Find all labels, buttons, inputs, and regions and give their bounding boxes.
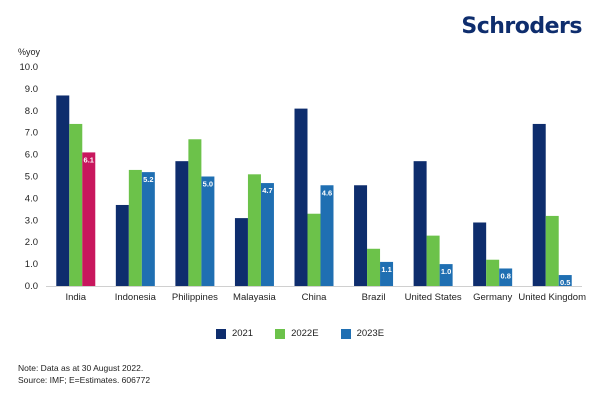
- x-category-label: China: [302, 292, 328, 303]
- bar-2023e: [558, 275, 572, 286]
- brand-logo: Schroders: [461, 14, 582, 39]
- bar-2023e: [260, 183, 274, 286]
- legend-swatch-2022e: [275, 328, 286, 339]
- data-label: 1.1: [381, 265, 391, 274]
- x-category-label: Malayasia: [233, 292, 276, 303]
- bar-2022e: [545, 215, 559, 286]
- bar-2021: [354, 185, 368, 286]
- data-label: 5.0: [203, 180, 213, 189]
- legend-swatch-2023e: [340, 328, 351, 339]
- bar-2021: [115, 204, 129, 286]
- source-line: Source: IMF; E=Estimates. 606772: [18, 375, 151, 385]
- bar-2021: [234, 218, 248, 286]
- data-label: 6.1: [84, 155, 94, 164]
- note-line: Note: Data as at 30 August 2022.: [18, 363, 144, 373]
- y-tick-label: 3.0: [25, 215, 38, 226]
- data-label: 4.6: [322, 188, 332, 197]
- y-tick-label: 2.0: [25, 237, 38, 248]
- data-label: 0.5: [560, 278, 570, 287]
- bar-2022e: [128, 169, 142, 286]
- x-category-label: Indonesia: [115, 292, 157, 303]
- y-tick-label: 7.0: [25, 128, 38, 139]
- legend-item-2023e: 2023E: [340, 328, 385, 339]
- bar-2022e: [188, 139, 202, 286]
- y-axis-unit-label: %yoy: [18, 47, 41, 57]
- x-category-label: Germany: [473, 292, 512, 303]
- data-label: 1.0: [441, 267, 451, 276]
- chart-notes: Note: Data as at 30 August 2022. Source:…: [18, 362, 150, 386]
- bar-2021: [56, 95, 70, 286]
- bar-2023e: [439, 264, 453, 286]
- x-category-label: United Kingdom: [518, 292, 586, 303]
- data-label: 0.8: [500, 271, 510, 280]
- bar-2021: [413, 161, 427, 286]
- x-category-label: Brazil: [362, 292, 386, 303]
- legend-label-2023e: 2023E: [356, 328, 385, 339]
- y-tick-label: 9.0: [25, 84, 38, 95]
- data-label: 5.2: [143, 175, 153, 184]
- bar-2023e: [380, 261, 394, 286]
- bar-2023e: [201, 176, 215, 286]
- legend-item-2021: 2021: [215, 328, 254, 339]
- y-tick-label: 8.0: [25, 106, 38, 117]
- legend-label-2021: 2021: [231, 328, 254, 339]
- y-tick-label: 4.0: [25, 193, 38, 204]
- y-tick-label: 0.0: [25, 281, 38, 292]
- bar-2021: [532, 123, 546, 286]
- bar-2021: [175, 161, 189, 286]
- bar-2021: [473, 222, 487, 286]
- y-tick-label: 5.0: [25, 172, 38, 183]
- y-tick-label: 6.0: [25, 150, 38, 161]
- bar-2022e: [367, 248, 381, 286]
- bar-2021: [294, 108, 308, 286]
- data-label: 4.7: [262, 186, 272, 195]
- x-category-label: United States: [405, 292, 462, 303]
- bar-2022e: [247, 174, 261, 286]
- bar-2022e: [426, 235, 440, 286]
- legend-swatch-2021: [215, 328, 226, 339]
- bar-2023e: [320, 185, 334, 286]
- legend-item-2022e: 2022E: [275, 328, 319, 339]
- chart-legend: 2021 2022E 2023E: [0, 328, 600, 339]
- bar-2022e: [307, 213, 321, 286]
- bar-2022e: [69, 123, 83, 286]
- y-tick-label: 1.0: [25, 259, 38, 270]
- y-tick-label: 10.0: [20, 62, 39, 73]
- legend-label-2022e: 2022E: [291, 328, 319, 339]
- x-category-label: India: [65, 292, 86, 303]
- x-category-label: Philippines: [172, 292, 218, 303]
- bar-2023e: [82, 152, 96, 286]
- bar-2023e: [141, 172, 155, 286]
- bar-2022e: [486, 259, 500, 286]
- bar-2023e: [499, 268, 513, 286]
